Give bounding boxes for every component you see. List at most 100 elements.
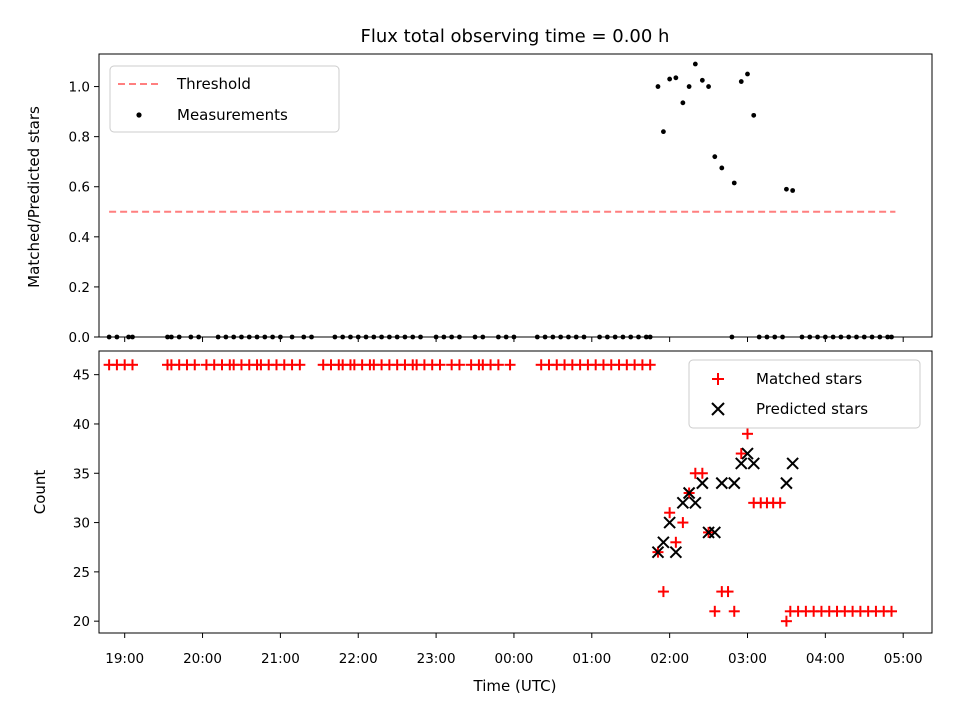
predicted-star-point <box>708 526 722 539</box>
matched-star-point <box>664 507 676 519</box>
measurement-point <box>472 334 478 340</box>
bottom-legend: Matched stars Predicted stars <box>688 359 921 429</box>
measurement-point <box>861 334 867 340</box>
bottom-x-tick-label: 04:00 <box>806 651 845 667</box>
top-plot-area: 0.0 0.2 0.4 0.6 0.8 1.0 <box>69 53 933 346</box>
measurement-point <box>597 334 602 340</box>
bottom-axes-frame <box>98 350 933 634</box>
measurement-point <box>719 165 725 171</box>
matched-star-point <box>492 359 504 371</box>
measurement-point <box>289 334 295 340</box>
measurement-point <box>731 180 737 186</box>
bottom-x-tick-label: 20:00 <box>183 651 222 667</box>
measurement-point <box>457 334 462 340</box>
measurement-point <box>692 61 698 67</box>
measurement-point <box>433 334 439 340</box>
measurement-point <box>780 334 785 340</box>
measurement-point <box>379 334 384 340</box>
measurement-point <box>418 334 423 340</box>
measurement-point <box>620 334 626 340</box>
matched-star-point <box>780 615 792 627</box>
measurement-point <box>394 334 400 340</box>
top-y-axis-label: Matched/Predicted stars <box>25 106 43 288</box>
measurement-point <box>667 76 673 82</box>
bottom-y-tick-label: 40 <box>73 417 90 433</box>
predicted-star-point <box>682 486 696 500</box>
measurement-point <box>348 334 353 340</box>
legend-matched-swatch <box>712 373 724 385</box>
matched-star-point <box>696 467 708 479</box>
measurement-point <box>636 334 641 340</box>
measurement-point <box>699 77 705 83</box>
measurement-point <box>628 334 634 340</box>
measurement-point <box>729 334 735 340</box>
measurement-point <box>712 154 718 160</box>
measurement-point <box>877 334 883 340</box>
matched-star-point <box>722 586 734 598</box>
bottom-x-tick-label: 00:00 <box>494 651 533 667</box>
measurement-point <box>106 334 112 340</box>
measurement-point <box>751 112 757 118</box>
measurement-point <box>706 84 711 89</box>
measurement-point <box>270 334 276 340</box>
measurement-point <box>807 334 813 340</box>
bottom-x-tick-label: 22:00 <box>339 651 378 667</box>
measurement-point <box>889 334 894 340</box>
measurement-point <box>449 334 455 340</box>
bottom-plot-area: 20 25 30 35 40 45 19:00 20:00 21:00 22:00 23:00 00:… <box>73 350 933 667</box>
matched-star-point <box>126 359 138 371</box>
measurement-point <box>114 334 120 340</box>
measurement-point <box>340 334 346 340</box>
top-legend: Threshold Measurements <box>109 65 340 133</box>
matched-star-point <box>434 359 446 371</box>
measurement-point <box>885 334 891 340</box>
measurement-point <box>355 334 361 340</box>
predicted-star-point <box>735 457 748 470</box>
measurement-point <box>830 334 836 340</box>
measurement-point <box>822 334 828 340</box>
top-y-tick-label: 1.0 <box>69 80 90 96</box>
bottom-y-tick-label: 45 <box>73 368 90 384</box>
measurement-point <box>854 334 859 340</box>
legend-predicted-swatch <box>711 402 725 416</box>
matched-star-point <box>677 517 689 529</box>
matched-star-point <box>189 359 201 371</box>
measurement-point <box>673 75 679 81</box>
measurement-point <box>254 334 260 340</box>
matched-star-point <box>657 586 669 598</box>
measurement-point <box>846 334 852 340</box>
bottom-y-tick-label: 25 <box>73 565 90 581</box>
matched-star-point <box>504 359 516 371</box>
measurement-point <box>363 334 369 340</box>
top-y-tick-label: 0.2 <box>69 280 90 296</box>
legend-predicted-label: Predicted stars <box>756 400 868 418</box>
measurement-point <box>503 334 509 340</box>
measurement-point <box>223 334 229 340</box>
measurement-point <box>480 334 486 340</box>
measurement-point <box>581 334 587 340</box>
measurement-point <box>655 84 661 89</box>
chart-title: Flux total observing time = 0.00 h <box>361 26 670 47</box>
predicted-star-point <box>663 516 676 529</box>
measurement-point <box>799 334 805 340</box>
measurement-point <box>277 334 283 340</box>
measurement-point <box>332 334 338 340</box>
measurement-point <box>511 334 517 340</box>
measurement-point <box>661 129 666 135</box>
matched-star-point <box>670 536 682 548</box>
measurement-point <box>246 334 252 340</box>
measurement-point <box>784 186 789 192</box>
matched-star-point <box>709 605 721 617</box>
measurement-point <box>169 334 174 340</box>
top-y-tick-label: 0.8 <box>69 130 90 146</box>
measurement-point <box>550 334 556 340</box>
predicted-star-point <box>728 476 741 490</box>
matched-star-point <box>774 497 786 509</box>
measurement-point <box>301 334 307 340</box>
top-y-tick-label: 0.6 <box>69 180 90 196</box>
predicted-star-point <box>747 457 760 470</box>
measurement-point <box>838 334 844 340</box>
bottom-x-tick-label: 02:00 <box>650 651 689 667</box>
predicted-star-point <box>657 536 670 549</box>
